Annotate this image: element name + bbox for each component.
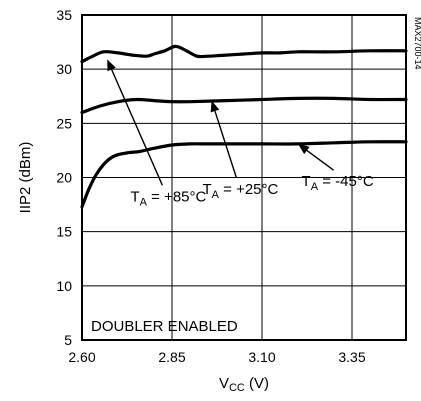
annotation-arrow-line — [214, 110, 238, 178]
y-tick-label: 5 — [64, 332, 72, 348]
y-tick-label: 20 — [56, 170, 72, 186]
grid — [82, 15, 406, 340]
y-tick-label: 35 — [56, 7, 72, 23]
annotation-arrowhead — [298, 143, 310, 155]
annotation-minus45c: TA = -45°C — [302, 173, 374, 193]
series-line-minus45c — [80, 140, 408, 209]
x-axis-title: VCC (V) — [219, 375, 269, 394]
x-axis-title-main: V — [219, 375, 229, 392]
annotation-arrow-line — [306, 149, 335, 171]
y-tick-label: 15 — [56, 224, 72, 240]
x-axis-title-unit: (V) — [245, 375, 269, 392]
y-tick-label: 25 — [56, 115, 72, 131]
x-tick-label: 2.85 — [158, 349, 185, 365]
annotation-arrowhead — [107, 59, 116, 72]
annotation-layer: TA = +85°CTA = +25°C TA = -45°C — [107, 59, 374, 208]
series-line-25c — [80, 96, 408, 115]
annotation-25c: TA = +25°C — [202, 181, 278, 201]
series-line-85c — [80, 44, 408, 64]
x-axis-title-sub: CC — [229, 382, 245, 394]
annotation-arrow-line — [110, 69, 164, 186]
annotation-85c: TA = +85°C — [130, 188, 206, 208]
x-tick-label: 3.10 — [248, 349, 275, 365]
y-tick-label: 10 — [56, 278, 72, 294]
y-axis-title: IIP2 (dBm) — [17, 142, 34, 214]
series-layer — [80, 44, 408, 209]
x-tick-label: 2.60 — [68, 349, 95, 365]
tick-labels: 5 10 15 20 25 30 35 2.60 2.85 3.10 3.35 — [56, 7, 365, 365]
figure-code-label: MAX2700-14 — [413, 17, 421, 70]
x-tick-label: 3.35 — [338, 349, 365, 365]
plot-frame — [81, 14, 407, 341]
doubler-enabled-label: DOUBLER ENABLED — [91, 318, 238, 335]
y-tick-label: 30 — [56, 61, 72, 77]
annotation-arrowhead — [210, 100, 220, 113]
